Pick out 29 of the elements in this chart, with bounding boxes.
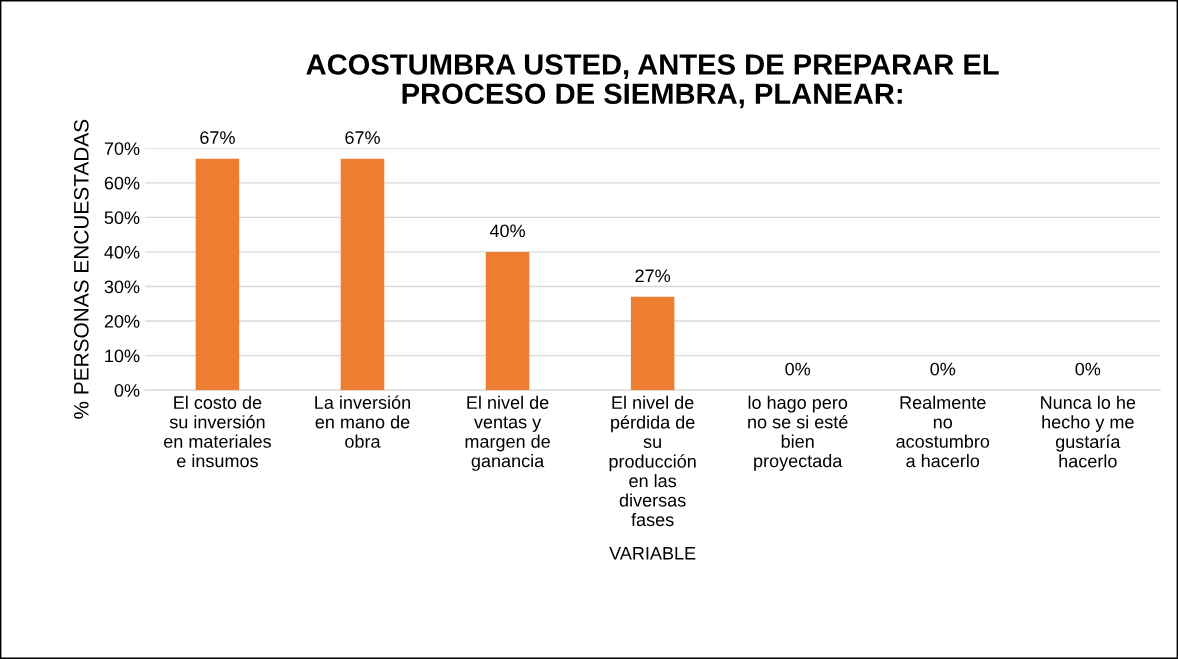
bar [630, 296, 675, 391]
data-label: 0% [1075, 362, 1101, 376]
data-label: 67% [200, 131, 235, 144]
bar [195, 158, 240, 391]
x-axis-title: VARIABLE [609, 547, 696, 560]
x-tick-label: Realmente no acostumbro a hacerlo [896, 395, 990, 468]
x-tick-label: El costo de su inversión en materiales e insumos [164, 395, 271, 468]
x-tick-label: El nivel de pérdida de su producción en las diversas fases [609, 395, 696, 527]
data-label: 40% [489, 224, 525, 238]
x-tick-label: lo hago pero no se si esté bien proyectada [748, 395, 848, 471]
y-tick-label: 70% [104, 142, 140, 155]
y-tick-label: 60% [104, 176, 140, 190]
y-tick-label: 20% [104, 314, 140, 328]
data-label: 0% [785, 362, 811, 376]
bar [340, 158, 385, 391]
x-tick-label: Nunca lo he hecho y me gustaría hacerlo [1041, 395, 1136, 468]
y-axis-title: % PERSONAS ENCUESTADAS [73, 119, 89, 419]
x-tick-label: El nivel de ventas y margen de ganancia [465, 395, 550, 471]
bar [485, 251, 530, 391]
y-tick-label: 40% [104, 245, 140, 259]
data-label: 0% [930, 362, 956, 376]
y-tick-label: 50% [104, 211, 140, 225]
chart-title: ACOSTUMBRA USTED, ANTES DE PREPARAR EL PROCESO DE SIEMBRA, PLANEAR: [306, 54, 999, 109]
data-label: 67% [345, 131, 380, 144]
y-tick-label: 30% [104, 280, 140, 294]
data-label: 27% [635, 269, 671, 283]
y-tick-label: 10% [105, 349, 140, 363]
x-tick-label: La inversión en mano de obra [315, 395, 410, 448]
y-tick-label: 0% [114, 384, 140, 397]
